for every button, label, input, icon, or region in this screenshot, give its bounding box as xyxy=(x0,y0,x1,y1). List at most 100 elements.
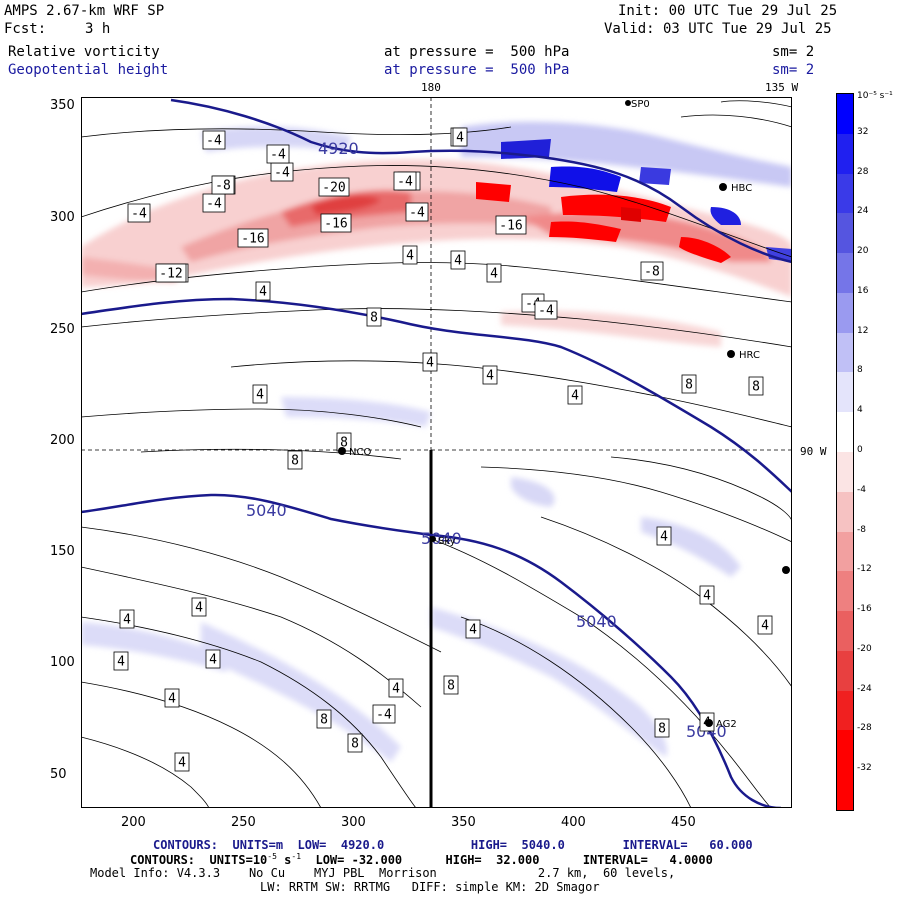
vorticity-labels: -12-44-4-8-20-8-16-16-4-16-8-4-12-44-4-4… xyxy=(113,127,773,772)
station-label: HRC xyxy=(739,350,760,361)
station-label: AG2 xyxy=(716,719,737,730)
vorticity-value-label: -4 xyxy=(270,162,294,182)
colorbar-tick-label: 32 xyxy=(857,126,869,137)
svg-text:4: 4 xyxy=(259,285,267,300)
colorbar-segment xyxy=(837,531,853,573)
colorbar-tick-label: -16 xyxy=(857,604,872,615)
svg-text:-20: -20 xyxy=(322,181,345,196)
station-marker xyxy=(782,566,790,574)
vorticity-value-label: 4 xyxy=(164,688,180,708)
station-marker xyxy=(625,100,631,106)
colorbar-tick-label: 0 xyxy=(857,445,863,455)
colorbar-segment xyxy=(837,770,853,810)
vorticity-value-label: -4 xyxy=(127,203,151,223)
colorbar-segment xyxy=(837,571,853,613)
vorticity-value-label: 8 xyxy=(654,718,670,738)
svg-text:4: 4 xyxy=(426,356,434,371)
vorticity-value-label: 8 xyxy=(443,675,459,695)
model-title: AMPS 2.67-km WRF SP xyxy=(4,3,165,19)
svg-text:4: 4 xyxy=(178,756,186,771)
x-tick-label: 400 xyxy=(561,815,586,830)
svg-text:8: 8 xyxy=(351,737,359,752)
colorbar-segment xyxy=(837,690,853,732)
fcst-value: 3 h xyxy=(85,21,111,37)
vorticity-value-label: -4 xyxy=(393,171,417,191)
vorticity-value-label: 4 xyxy=(113,651,129,671)
colorbar-tick-label: 24 xyxy=(857,206,869,217)
geopotential-height-contours xyxy=(81,98,792,808)
meridian-90w: 90 W xyxy=(800,445,827,458)
vorticity-value-label: 4 xyxy=(486,263,502,283)
station-label: NCO xyxy=(349,447,371,458)
svg-text:4: 4 xyxy=(571,389,579,404)
colorbar-tick-label: -8 xyxy=(857,524,866,535)
colorbar-segment xyxy=(837,213,853,255)
colorbar-segment xyxy=(837,412,853,453)
svg-text:4: 4 xyxy=(454,254,462,269)
svg-text:8: 8 xyxy=(291,454,299,469)
vorticity-value-label: 4 xyxy=(205,649,221,669)
svg-text:4: 4 xyxy=(406,249,414,264)
vorticity-value-label: 4 xyxy=(388,678,404,698)
station-marker xyxy=(719,183,727,191)
svg-text:4: 4 xyxy=(168,692,176,707)
meridian-180: 180 xyxy=(421,81,441,94)
colorbar-tick-label: 12 xyxy=(857,325,869,336)
y-tick-label: 150 xyxy=(50,544,75,559)
vorticity-value-label: 4 xyxy=(452,127,468,147)
init-time: Init: 00 UTC Tue 29 Jul 25 xyxy=(618,3,838,19)
colorbar-segment xyxy=(837,292,853,334)
svg-text:8: 8 xyxy=(370,311,378,326)
vorticity-value-label: 4 xyxy=(699,585,715,605)
fcst-label: Fcst: xyxy=(4,21,47,37)
svg-text:-4: -4 xyxy=(397,175,413,190)
y-tick-label: 250 xyxy=(50,322,75,337)
y-tick-label: 50 xyxy=(50,767,67,782)
svg-text:-4: -4 xyxy=(270,148,286,163)
colorbar-segment xyxy=(837,94,853,135)
vorticity-value-label: 4 xyxy=(757,615,773,635)
colorbar-tick-label: -32 xyxy=(857,763,872,774)
station-marker xyxy=(338,447,346,455)
svg-text:8: 8 xyxy=(447,679,455,694)
colorbar-tick-label: 4 xyxy=(857,405,863,416)
colorbar-tick-label: -20 xyxy=(857,643,872,654)
vorticity-value-label: -8 xyxy=(640,261,664,281)
vorticity-value-label: -4 xyxy=(534,300,558,320)
colorbar-segment xyxy=(837,253,853,294)
graticule xyxy=(81,97,792,451)
vorticity-value-label: -4 xyxy=(405,202,429,222)
vorticity-value-label: -8 xyxy=(211,175,235,195)
vorticity-value-label: -4 xyxy=(372,704,396,724)
svg-text:4: 4 xyxy=(123,613,131,628)
svg-text:4: 4 xyxy=(490,267,498,282)
footer-vorticity-contours: CONTOURS: UNITS=10-5 s-1 LOW= -32.000 HI… xyxy=(130,852,713,867)
height-label: 5040 xyxy=(686,722,727,741)
vorticity-value-label: -16 xyxy=(237,228,269,248)
svg-text:8: 8 xyxy=(752,380,760,395)
vorticity-value-label: 4 xyxy=(567,385,583,405)
colorbar-tick-label: -12 xyxy=(857,564,872,575)
footer-model-info: Model Info: V4.3.3 No Cu MYJ PBL Morriso… xyxy=(90,866,676,880)
x-tick-label: 450 xyxy=(671,815,696,830)
colorbar-segment xyxy=(837,611,853,652)
svg-text:-4: -4 xyxy=(206,197,222,212)
vorticity-value-label: 4 xyxy=(255,281,271,301)
svg-text:4: 4 xyxy=(117,655,125,670)
vorticity-value-label: -4 xyxy=(202,193,226,213)
meridian-135w: 135 W xyxy=(765,81,799,94)
svg-text:4: 4 xyxy=(456,131,464,146)
colorbar-tick-label: -28 xyxy=(857,723,872,734)
svg-text:-16: -16 xyxy=(241,232,264,247)
vorticity-value-label: 4 xyxy=(656,526,672,546)
vorticity-value-label: 8 xyxy=(366,307,382,327)
intense-positive-vorticity xyxy=(501,139,792,262)
svg-text:4: 4 xyxy=(469,623,477,638)
vorticity-value-label: 8 xyxy=(287,450,303,470)
station-marker xyxy=(705,719,713,727)
colorbar-segment xyxy=(837,452,853,493)
height-label: 5040 xyxy=(421,529,462,548)
svg-text:-4: -4 xyxy=(409,206,425,221)
svg-text:8: 8 xyxy=(658,722,666,737)
svg-text:-4: -4 xyxy=(376,708,392,723)
